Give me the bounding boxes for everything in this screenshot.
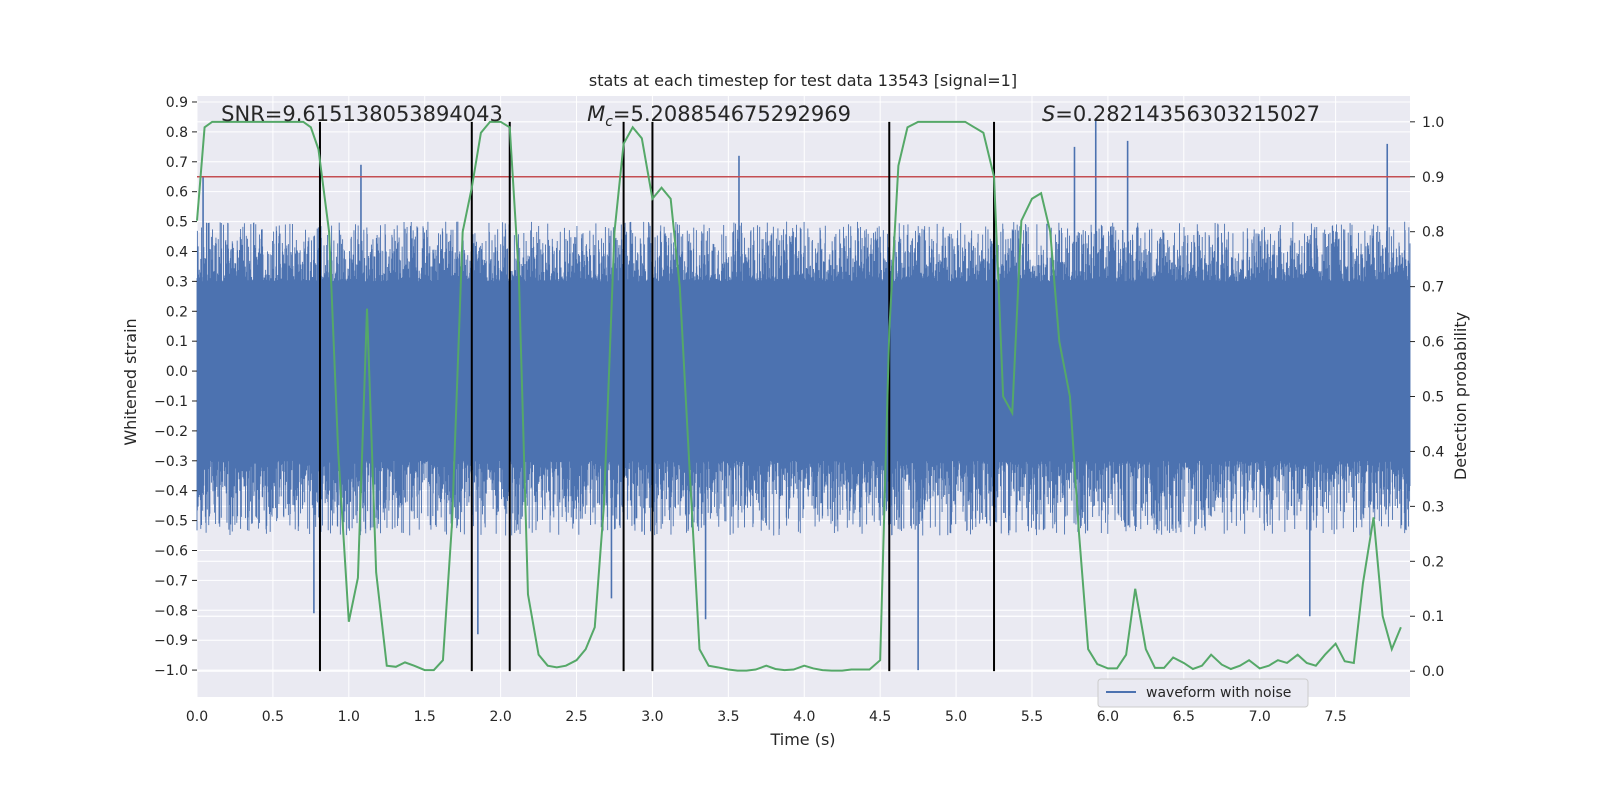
x-tick-label: 6.5 <box>1173 709 1195 725</box>
y-tick-label: 0.6 <box>166 185 188 201</box>
x-axis-label: Time (s) <box>769 730 835 749</box>
x-tick-label: 0.5 <box>262 709 284 725</box>
waveform-core <box>197 281 1410 461</box>
y-tick-label: 0.1 <box>166 334 188 350</box>
y-tick-label: −1.0 <box>154 663 188 679</box>
y-tick-label: −0.8 <box>154 603 188 619</box>
mc-symbol: M <box>587 102 605 126</box>
y-tick-label: −0.2 <box>154 424 188 440</box>
x-tick-label: 5.5 <box>1021 709 1043 725</box>
mc-subscript: c <box>605 114 613 130</box>
y-axis-label: Whitened strain <box>121 318 140 445</box>
waveform-series <box>196 119 1411 671</box>
y2-tick-label: 0.1 <box>1422 609 1444 625</box>
y-tick-label: −0.1 <box>154 394 188 410</box>
y-tick-label: −0.5 <box>154 514 188 530</box>
detection-probability-line <box>196 120 1402 672</box>
y2-tick-label: 0.3 <box>1422 499 1444 515</box>
x-tick-label: 1.5 <box>414 709 436 725</box>
y2-tick-label: 0.4 <box>1422 444 1444 460</box>
y2-tick-label: 0.2 <box>1422 554 1444 570</box>
y2-tick-label: 0.9 <box>1422 170 1444 186</box>
vertical-markers <box>318 121 996 672</box>
y-tick-label: −0.6 <box>154 543 188 559</box>
snr-annotation: SNR=9.615138053894043 <box>221 102 503 126</box>
x-tick-label: 4.5 <box>869 709 891 725</box>
x-tick-label: 1.0 <box>338 709 360 725</box>
y2-tick-label: 0.0 <box>1422 664 1444 680</box>
y2-tick-label: 0.8 <box>1422 225 1444 241</box>
y-tick-label: 0.7 <box>166 155 188 171</box>
y2-tick-label: 0.6 <box>1422 335 1444 351</box>
y-axis-ticks: 0.9 0.8 0.7 0.6 0.5 0.4 0.3 0.2 0.1 0.0 −0.1 −0.2 −0… <box>154 95 197 679</box>
y-tick-label: −0.9 <box>154 633 188 649</box>
y-tick-label: −0.3 <box>154 454 188 470</box>
y2-tick-label: 1.0 <box>1422 115 1444 131</box>
x-tick-label: 3.5 <box>717 709 739 725</box>
x-tick-label: 7.0 <box>1249 709 1271 725</box>
x-tick-label: 7.5 <box>1324 709 1346 725</box>
x-tick-label: 5.0 <box>945 709 967 725</box>
y-tick-label: −0.7 <box>154 573 188 589</box>
y-tick-label: 0.4 <box>166 244 188 260</box>
y-tick-label: −0.4 <box>154 484 188 500</box>
x-tick-label: 0.0 <box>186 709 208 725</box>
x-tick-label: 3.0 <box>641 709 663 725</box>
y2-tick-label: 0.5 <box>1422 390 1444 406</box>
y2-tick-label: 0.7 <box>1422 280 1444 296</box>
x-axis-ticks: 0.0 0.5 1.0 1.5 2.0 2.5 3.0 3.5 4.0 4.5 5.0 5.5 6.0 6… <box>186 709 1347 725</box>
y-tick-label: 0.5 <box>166 215 188 231</box>
x-tick-label: 4.0 <box>793 709 815 725</box>
y2-axis-label: Detection probability <box>1451 312 1470 480</box>
y-tick-label: 0.8 <box>166 125 188 141</box>
s-annotation: S=0.28214356303215027 <box>1042 102 1320 126</box>
y-tick-label: 0.3 <box>166 274 188 290</box>
mc-annotation: Mc=5.208854675292969 <box>587 102 851 130</box>
y-tick-label: 0.9 <box>166 95 188 111</box>
x-tick-label: 2.5 <box>565 709 587 725</box>
mc-value: =5.208854675292969 <box>613 102 851 126</box>
y2-axis-ticks: 1.0 0.9 0.8 0.7 0.6 0.5 0.4 0.3 0.2 0.1 0.0 <box>1410 115 1444 680</box>
legend: waveform with noise <box>1097 678 1309 708</box>
s-symbol: S <box>1042 102 1055 126</box>
y-tick-label: 0.0 <box>166 364 188 380</box>
x-tick-label: 6.0 <box>1097 709 1119 725</box>
x-tick-label: 2.0 <box>489 709 511 725</box>
chart-title: stats at each timestep for test data 135… <box>589 71 1017 90</box>
detection-probability-series <box>196 120 1402 672</box>
y-tick-label: 0.2 <box>166 304 188 320</box>
legend-label: waveform with noise <box>1146 685 1291 701</box>
s-value: =0.28214356303215027 <box>1055 102 1320 126</box>
legend-box <box>1097 678 1309 708</box>
